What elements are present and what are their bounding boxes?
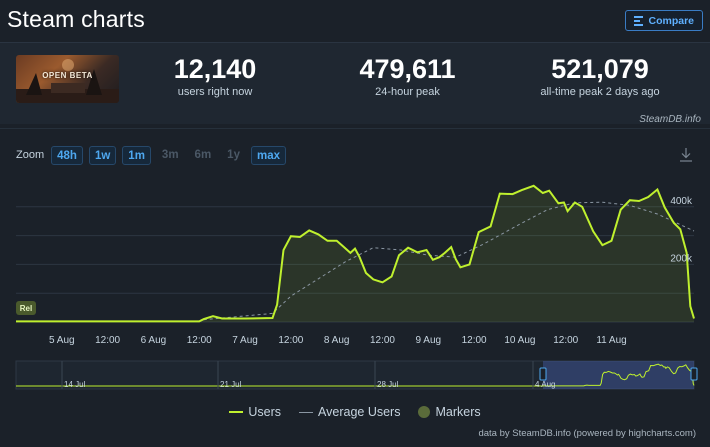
stats-strip: OPEN BETA 12,140 users right now 479,611… (0, 42, 710, 125)
zoom-1w-button[interactable]: 1w (88, 145, 117, 165)
players-now-label: users right now (177, 86, 253, 98)
zoom-3m-button: 3m (161, 148, 179, 161)
x-tick-label: 12:00 (553, 335, 578, 346)
page-title: Steam charts (7, 6, 145, 32)
zoom-max-button[interactable]: max (250, 145, 286, 165)
x-tick-label: 7 Aug (232, 335, 258, 346)
chart-panel (0, 128, 710, 447)
navigator-date-labels: 14 Jul 21 Jul 28 Jul 4 Aug (61, 361, 555, 389)
legend-markers[interactable]: Markers (418, 405, 481, 419)
navigator[interactable]: 14 Jul 21 Jul 28 Jul 4 Aug (15, 360, 698, 390)
data-credit: data by SteamDB.info (powered by highcha… (478, 428, 696, 439)
steamdb-credit-top: SteamDB.info (639, 114, 701, 125)
legend-markers-label: Markers (435, 405, 481, 419)
x-tick-label: 12:00 (370, 335, 395, 346)
page-header: Steam charts Compare (0, 0, 710, 42)
zoom-6m-button: 6m (194, 148, 212, 161)
zoom-1y-button: 1y (227, 148, 240, 161)
navigator-line (16, 363, 695, 387)
y-tick-label: 400k (670, 196, 693, 207)
compare-button[interactable]: Compare (625, 10, 703, 31)
legend-users[interactable]: Users (229, 405, 281, 419)
zoom-label: Zoom (16, 149, 45, 161)
x-tick-label: 12:00 (462, 335, 487, 346)
game-thumbnail[interactable]: OPEN BETA (16, 55, 119, 103)
release-marker-badge[interactable] (16, 301, 36, 315)
navigator-handle-left[interactable] (539, 367, 547, 381)
x-tick-label: 10 Aug (504, 335, 535, 346)
x-tick-label: 9 Aug (416, 335, 442, 346)
average-users-line (203, 201, 695, 321)
stat-all-time-peak: 521,079 all-time peak 2 days ago (525, 54, 675, 98)
y-axis-labels: 200k 400k (670, 196, 693, 265)
legend-average-swatch (299, 411, 314, 413)
navigator-date-label: 4 Aug (535, 380, 555, 389)
game-banner-text: OPEN BETA (42, 71, 93, 80)
stat-players-now: 12,140 users right now (165, 54, 265, 98)
stat-24h-peak: 479,611 24-hour peak (345, 54, 470, 98)
x-tick-label: 11 Aug (596, 335, 626, 346)
x-tick-label: 12:00 (95, 335, 120, 346)
navigator-date-label: 14 Jul (64, 380, 86, 389)
peak-24h-label: 24-hour peak (375, 86, 440, 98)
x-tick-label: 12:00 (187, 335, 212, 346)
x-tick-label: 12:00 (278, 335, 303, 346)
x-axis-labels: 5 Aug 12:00 6 Aug 12:00 7 Aug 12:00 8 Aug 12:00… (49, 335, 627, 346)
peak-24h-value: 479,611 (359, 54, 456, 84)
x-tick-label: 5 Aug (49, 335, 75, 346)
chart-legend: Users Average Users Markers (0, 405, 710, 419)
compare-label: Compare (648, 14, 694, 27)
game-art (16, 59, 119, 103)
all-time-peak-value: 521,079 (551, 54, 649, 84)
navigator-date-label: 28 Jul (377, 380, 399, 389)
legend-users-swatch (229, 411, 244, 413)
zoom-48h-button[interactable]: 48h (51, 145, 83, 165)
navigator-track (15, 360, 695, 390)
compare-icon (634, 15, 644, 26)
download-icon[interactable] (680, 148, 692, 162)
legend-markers-swatch (418, 406, 431, 418)
users-area (16, 185, 694, 322)
release-marker-label: Rel (20, 304, 32, 313)
legend-average-users[interactable]: Average Users (299, 405, 400, 419)
all-time-peak-label: all-time peak 2 days ago (540, 86, 660, 98)
navigator-date-label: 21 Jul (220, 380, 242, 389)
zoom-bar: Zoom 48h 1w 1m 3m 6m 1y max (16, 145, 286, 165)
users-line (16, 184, 695, 323)
navigator-handle-right[interactable] (690, 367, 698, 381)
legend-users-label: Users (248, 405, 282, 419)
x-tick-label: 8 Aug (324, 335, 350, 346)
x-tick-label: 6 Aug (141, 335, 167, 346)
players-now-value: 12,140 (173, 54, 257, 84)
zoom-1m-button[interactable]: 1m (122, 145, 151, 165)
y-tick-label: 200k (670, 253, 693, 264)
legend-average-label: Average Users (318, 405, 401, 419)
release-marker[interactable]: Rel (16, 301, 36, 315)
